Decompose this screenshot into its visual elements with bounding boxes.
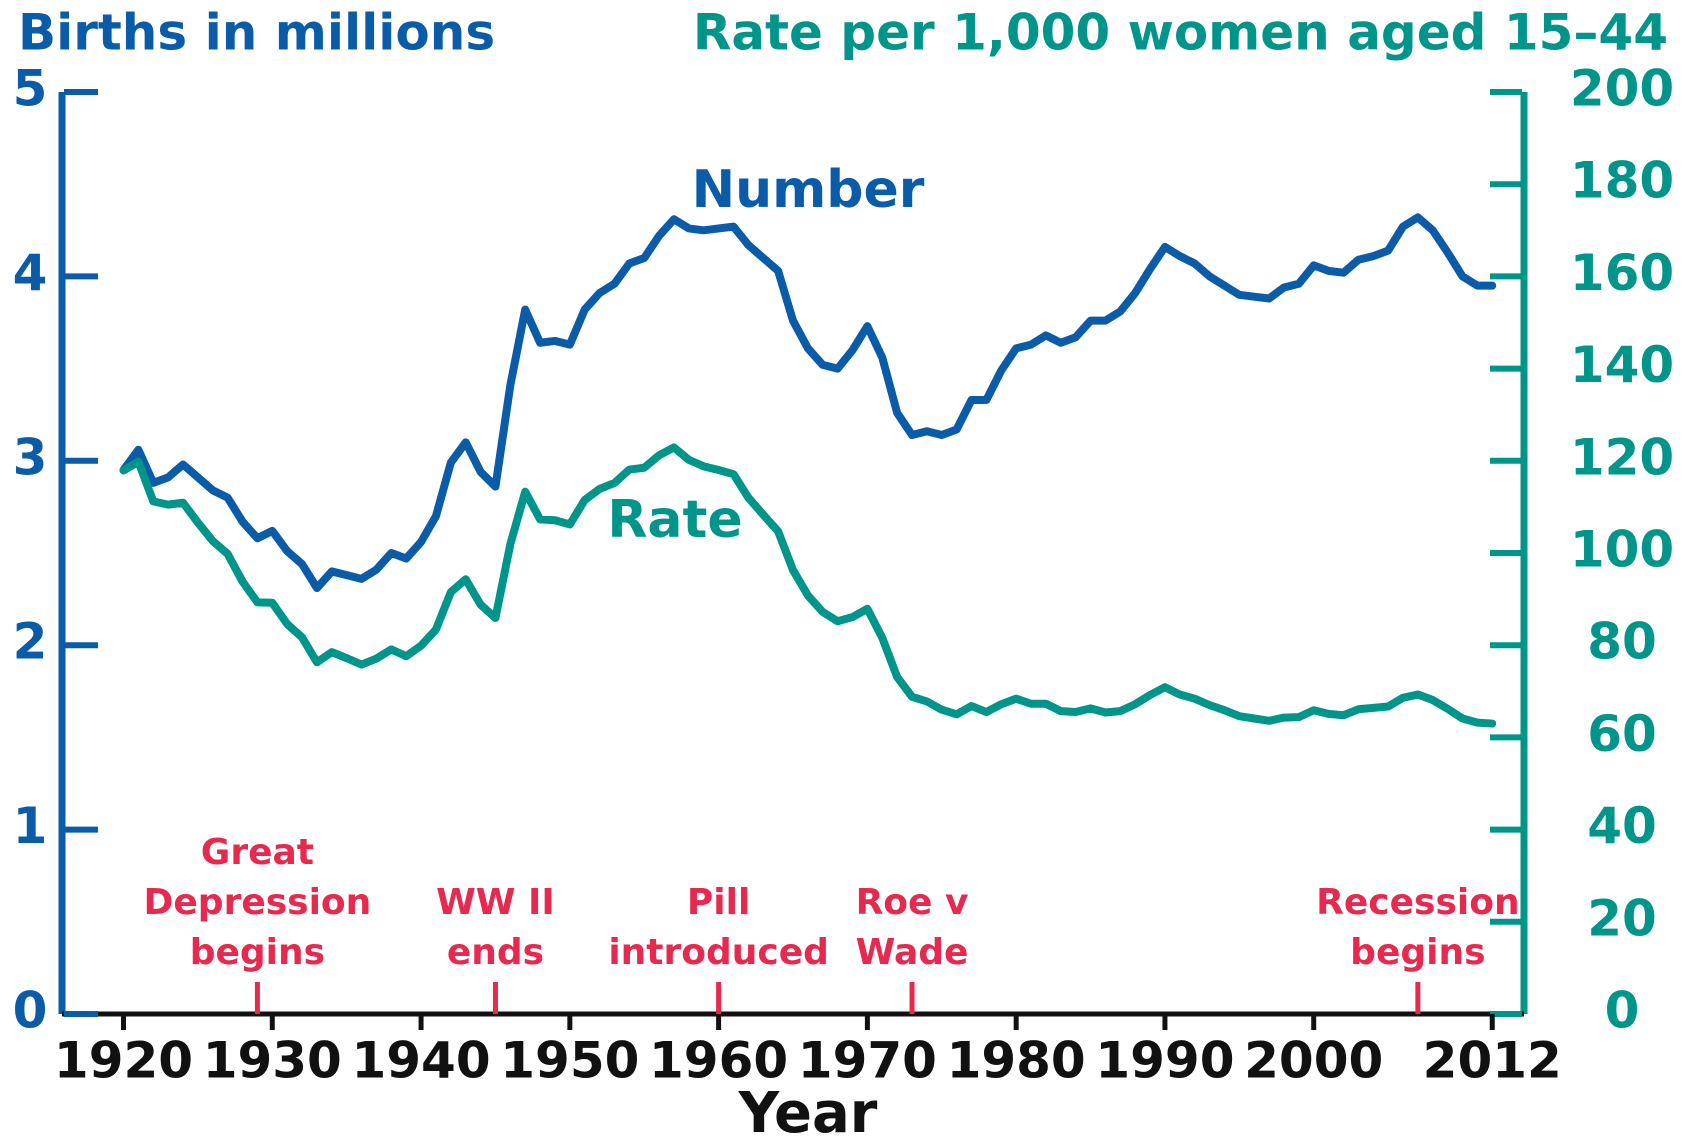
x-tick-label: 1920	[54, 1032, 193, 1090]
y2-tick-label: 20	[1587, 889, 1657, 947]
y-tick-label: 4	[13, 244, 48, 302]
y2-tick-label: 100	[1570, 521, 1674, 579]
y2-tick-label: 0	[1605, 982, 1640, 1040]
y2-tick-label: 160	[1570, 244, 1674, 302]
annotation-text: Wade	[856, 932, 969, 973]
annotation-text: begins	[190, 932, 325, 973]
y-tick-label: 1	[13, 797, 48, 855]
x-tick-label: 1960	[649, 1032, 788, 1090]
y2-tick-label: 180	[1570, 152, 1674, 210]
x-tick-label: 1940	[351, 1032, 490, 1090]
annotation-text: Pill	[687, 882, 750, 923]
series-line	[119, 443, 1497, 728]
annotation-text: Great	[201, 832, 314, 873]
y2-tick-label: 80	[1587, 613, 1657, 671]
y-tick-label: 0	[13, 982, 48, 1040]
x-tick-label: 1970	[798, 1032, 937, 1090]
y-tick-label: 5	[13, 60, 48, 118]
annotation-text: introduced	[608, 932, 829, 973]
annotation-text: Depression	[144, 882, 372, 923]
annotation-text: begins	[1350, 932, 1485, 973]
series-label: Rate	[607, 490, 742, 550]
x-tick-label: 1930	[203, 1032, 342, 1090]
x-tick-label: 1950	[500, 1032, 639, 1090]
x-tick-label: 1990	[1095, 1032, 1234, 1090]
annotation-text: Recession	[1316, 882, 1519, 923]
x-tick-label: 1980	[947, 1032, 1086, 1090]
y-tick-label: 3	[13, 428, 48, 486]
annotation-text: Roe v	[856, 882, 969, 923]
x-axis-label: Year	[738, 1081, 878, 1139]
annotation-text: ends	[447, 932, 544, 973]
series-label: Number	[692, 160, 925, 220]
y-axis-label: Births in millions	[18, 4, 495, 62]
y2-tick-label: 140	[1570, 336, 1674, 394]
y-tick-label: 2	[13, 613, 48, 671]
y2-tick-label: 60	[1587, 705, 1657, 763]
y2-tick-label: 40	[1587, 797, 1657, 855]
y2-tick-label: 200	[1570, 60, 1674, 118]
x-tick-label: 2012	[1423, 1032, 1562, 1090]
y2-tick-label: 120	[1570, 428, 1674, 486]
y2-axis-label: Rate per 1,000 women aged 15–44	[693, 4, 1668, 62]
annotation-text: WW II	[436, 882, 555, 923]
series-line	[119, 213, 1497, 593]
x-tick-label: 2000	[1244, 1032, 1383, 1090]
